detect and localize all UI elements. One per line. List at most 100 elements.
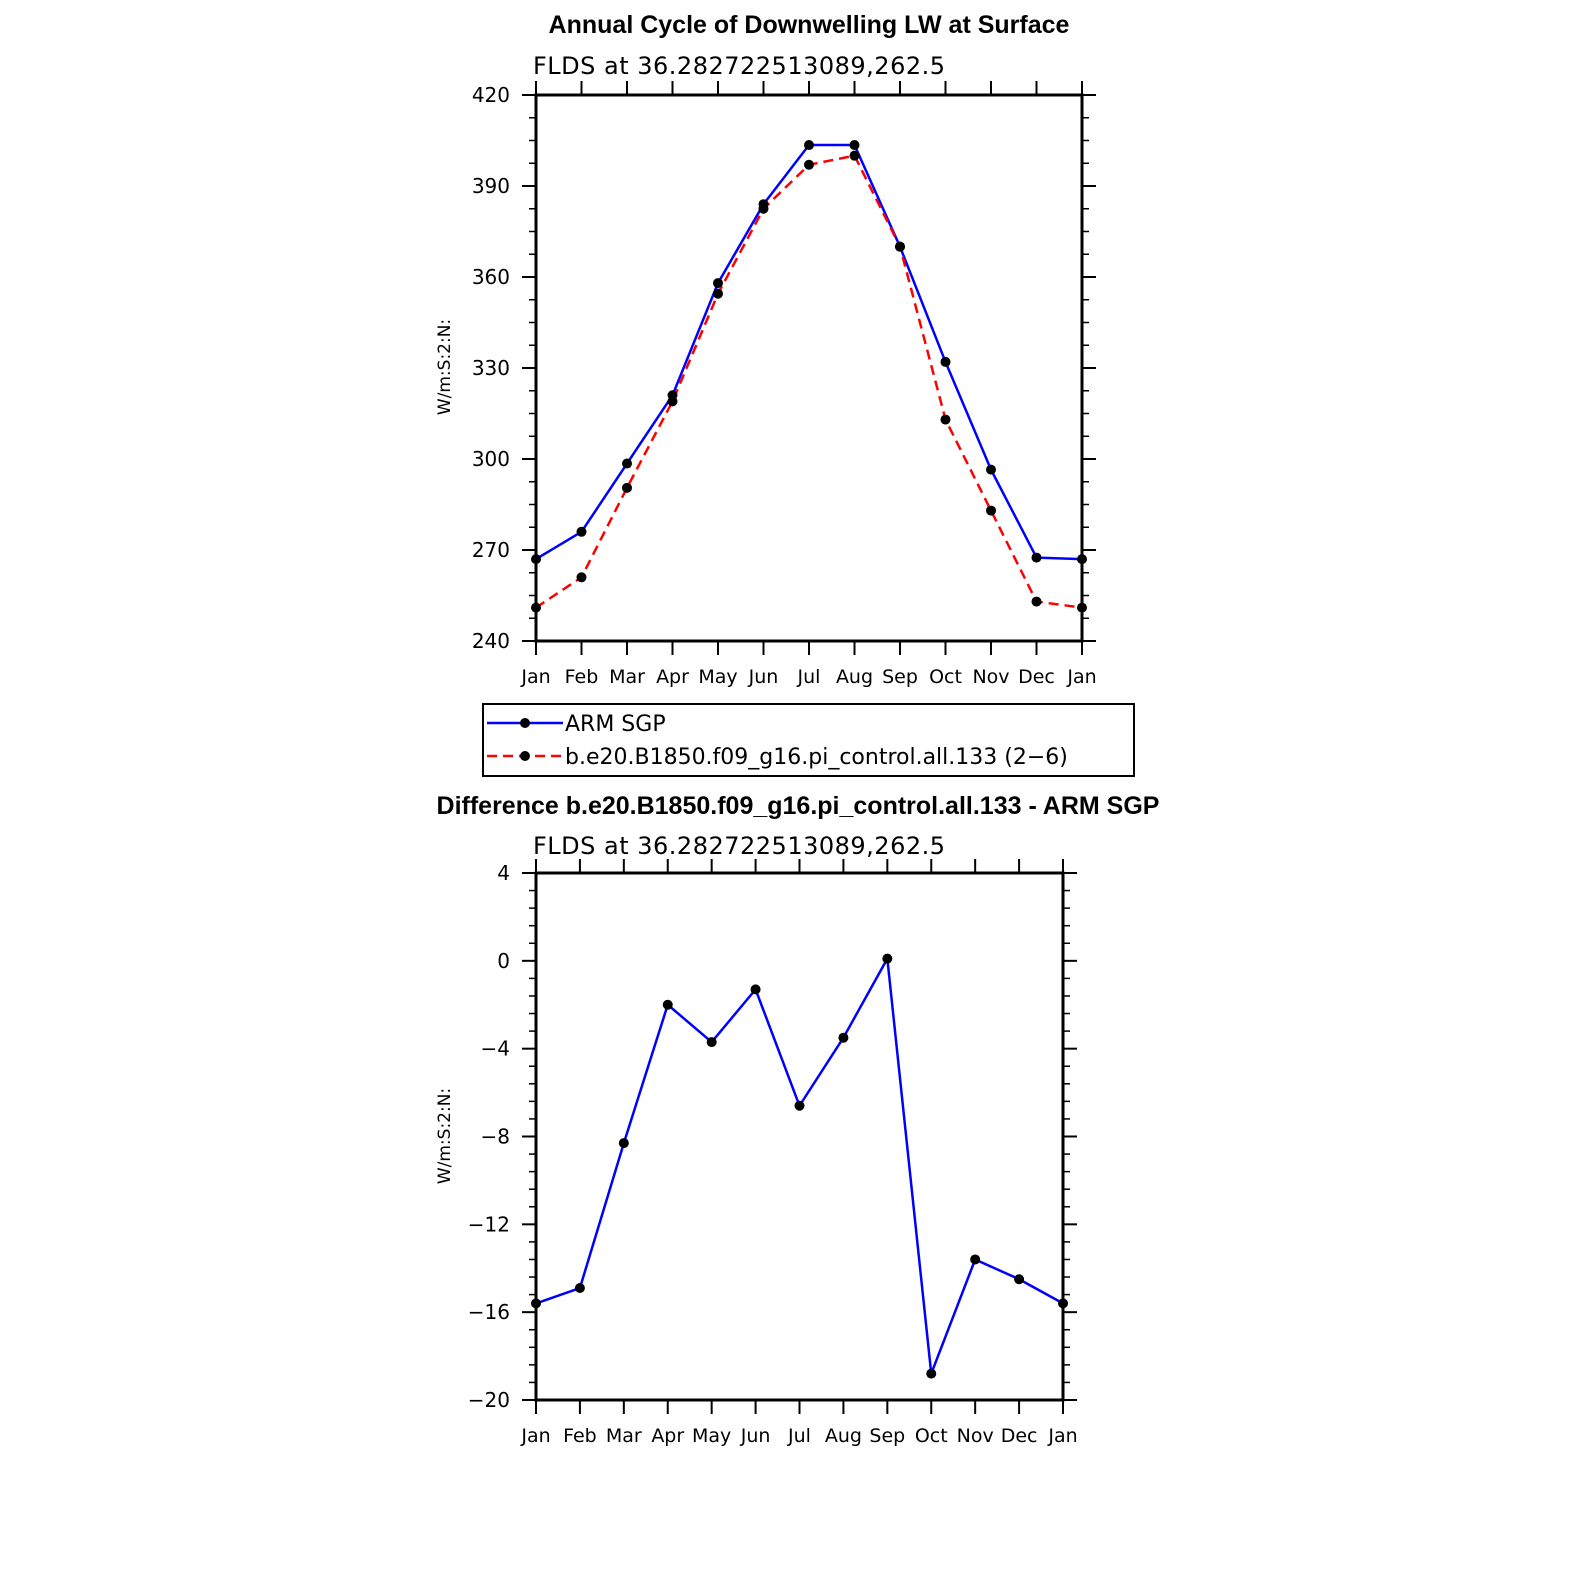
legend: ARM SGP b.e20.B1850.f09_g16.pi_control.a… <box>482 703 1135 777</box>
x-tick-labels: Jan Feb Mar Apr May Jun Jul Aug Sep Oct Nov Dec Jan <box>520 1425 1077 1447</box>
x-tick-label: Dec <box>1001 1425 1038 1447</box>
x-tick-label: Jul <box>797 666 821 688</box>
data-point <box>758 203 769 214</box>
y-tick-label: 360 <box>472 265 510 289</box>
data-point <box>849 140 860 151</box>
data-point <box>667 396 678 407</box>
data-point <box>713 288 723 299</box>
data-point <box>986 464 996 475</box>
data-point <box>576 572 587 583</box>
y-tick-label: 330 <box>472 356 510 380</box>
x-tick-label: May <box>692 1425 731 1447</box>
y-tick-label: −4 <box>481 1037 510 1061</box>
difference-chart: Difference b.e20.B1850.f09_g16.pi_contro… <box>435 792 1159 1447</box>
data-point <box>940 356 951 367</box>
data-point <box>576 526 587 537</box>
x-tick-label: Jan <box>1066 666 1096 688</box>
chart-subtitle: FLDS at 36.282722513089,262.5 <box>533 832 946 860</box>
data-point <box>622 482 632 493</box>
x-tick-label: May <box>698 666 737 688</box>
x-tick-label: Aug <box>836 666 873 688</box>
y-tick-label: 390 <box>472 174 510 198</box>
data-point <box>1031 552 1042 563</box>
y-tick-labels: −20 −16 −12 −8 −4 0 4 <box>468 861 510 1412</box>
legend-label-arm-sgp: ARM SGP <box>565 712 666 737</box>
data-point <box>622 458 632 469</box>
x-tick-label: Jun <box>740 1425 771 1447</box>
data-point <box>531 602 541 613</box>
x-tick-label: Mar <box>609 666 645 688</box>
x-tick-label: Dec <box>1018 666 1055 688</box>
x-tick-label: Mar <box>606 1425 642 1447</box>
x-tick-label: Apr <box>656 666 689 688</box>
x-tick-label: Jun <box>748 666 779 688</box>
x-tick-label: Oct <box>929 666 962 688</box>
data-point <box>531 1298 541 1309</box>
x-tick-label: Feb <box>565 666 599 688</box>
y-tick-labels: 240 270 300 330 360 390 420 <box>472 83 510 653</box>
data-point <box>662 999 673 1010</box>
axis-ticks <box>522 859 1077 1414</box>
x-tick-label: Jan <box>520 666 550 688</box>
y-tick-label: 0 <box>497 949 510 973</box>
legend-box <box>482 703 1135 777</box>
series-layer <box>531 140 1087 613</box>
annual-cycle-chart: Annual Cycle of Downwelling LW at Surfac… <box>435 11 1135 777</box>
y-tick-label: −12 <box>468 1212 510 1236</box>
x-tick-label: Nov <box>972 666 1009 688</box>
data-point <box>849 150 860 161</box>
data-point <box>882 953 893 964</box>
data-point <box>618 1138 629 1149</box>
legend-marker-arm-sgp <box>520 718 530 728</box>
x-tick-labels: Jan Feb Mar Apr May Jun Jul Aug Sep Oct Nov Dec Jan <box>520 666 1096 688</box>
data-point <box>838 1032 849 1043</box>
data-point <box>713 278 723 289</box>
x-tick-label: Aug <box>825 1425 862 1447</box>
series-line-1 <box>535 154 1083 609</box>
data-point <box>1058 1298 1068 1309</box>
y-tick-label: 420 <box>472 83 510 107</box>
x-tick-label: Feb <box>563 1425 597 1447</box>
x-tick-label: Apr <box>651 1425 684 1447</box>
x-tick-label: Jan <box>520 1425 550 1447</box>
data-point <box>531 554 541 565</box>
legend-entry-arm-sgp: ARM SGP <box>487 712 666 737</box>
data-point <box>926 1368 937 1379</box>
data-point <box>1031 596 1042 607</box>
data-point <box>1077 602 1087 613</box>
data-point <box>574 1283 585 1294</box>
y-axis-label: W/m:S:2:N: <box>435 319 455 415</box>
data-point <box>804 159 814 170</box>
x-tick-label: Sep <box>869 1425 905 1447</box>
chart-title: Annual Cycle of Downwelling LW at Surfac… <box>549 11 1070 39</box>
data-point <box>986 505 996 516</box>
data-point <box>794 1100 805 1111</box>
legend-label-model: b.e20.B1850.f09_g16.pi_control.all.133 (… <box>565 745 1068 770</box>
y-tick-label: −20 <box>468 1388 510 1412</box>
data-point <box>940 414 951 425</box>
plot-frame <box>534 93 1084 643</box>
x-tick-label: Nov <box>957 1425 994 1447</box>
chart-subtitle: FLDS at 36.282722513089,262.5 <box>533 52 946 80</box>
y-tick-label: 240 <box>472 629 510 653</box>
data-point <box>706 1037 717 1048</box>
y-tick-label: 270 <box>472 538 510 562</box>
y-axis-label: W/m:S:2:N: <box>435 1088 455 1184</box>
legend-marker-model <box>520 751 530 761</box>
legend-entry-model: b.e20.B1850.f09_g16.pi_control.all.133 (… <box>487 745 1068 770</box>
x-tick-label: Oct <box>915 1425 948 1447</box>
x-tick-label: Jan <box>1047 1425 1077 1447</box>
y-tick-label: 300 <box>472 447 510 471</box>
y-tick-label: −8 <box>481 1125 510 1149</box>
data-point <box>970 1254 981 1265</box>
data-point <box>1077 554 1087 565</box>
data-point <box>750 984 761 995</box>
chart-title: Difference b.e20.B1850.f09_g16.pi_contro… <box>437 792 1160 820</box>
data-point <box>1014 1274 1025 1285</box>
data-point <box>804 140 814 151</box>
plot-frame <box>534 871 1065 1402</box>
series-layer <box>531 953 1068 1379</box>
x-tick-label: Jul <box>787 1425 811 1447</box>
series-line-0 <box>535 143 1083 561</box>
